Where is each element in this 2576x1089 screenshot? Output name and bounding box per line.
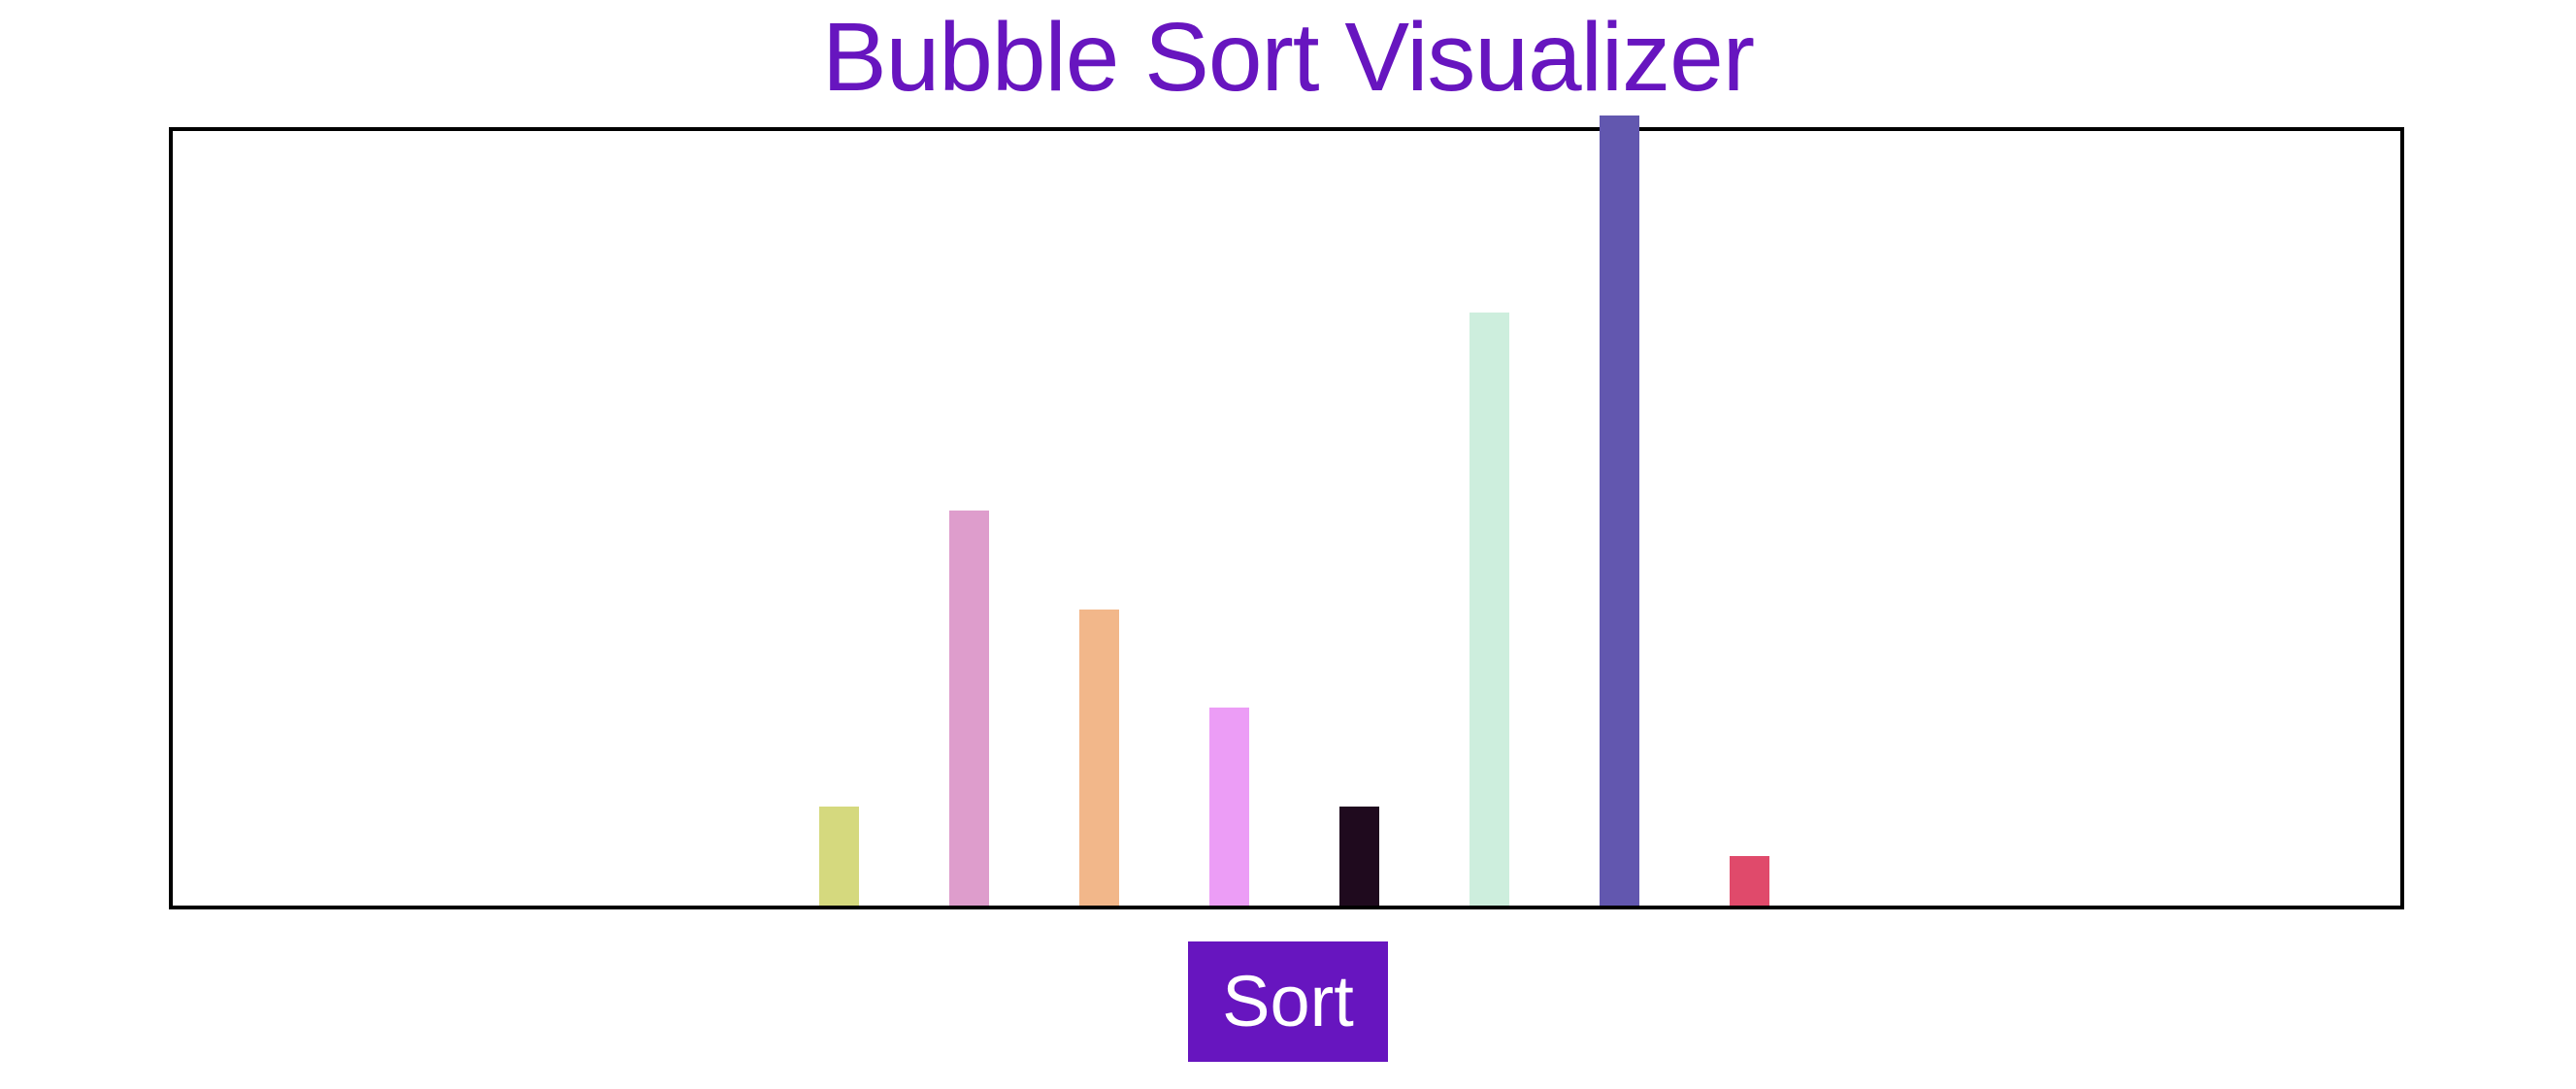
- sort-bar: [1470, 313, 1509, 906]
- sort-bar: [1079, 610, 1119, 906]
- sort-bar: [819, 807, 859, 906]
- sort-bar: [1339, 807, 1379, 906]
- sort-bar: [1600, 116, 1639, 906]
- sort-bar: [1209, 708, 1249, 906]
- sort-button[interactable]: Sort: [1188, 941, 1388, 1062]
- page-title: Bubble Sort Visualizer: [821, 3, 1755, 112]
- sort-bar: [1730, 856, 1769, 906]
- sort-bar: [949, 511, 989, 906]
- sort-canvas: [169, 116, 2404, 909]
